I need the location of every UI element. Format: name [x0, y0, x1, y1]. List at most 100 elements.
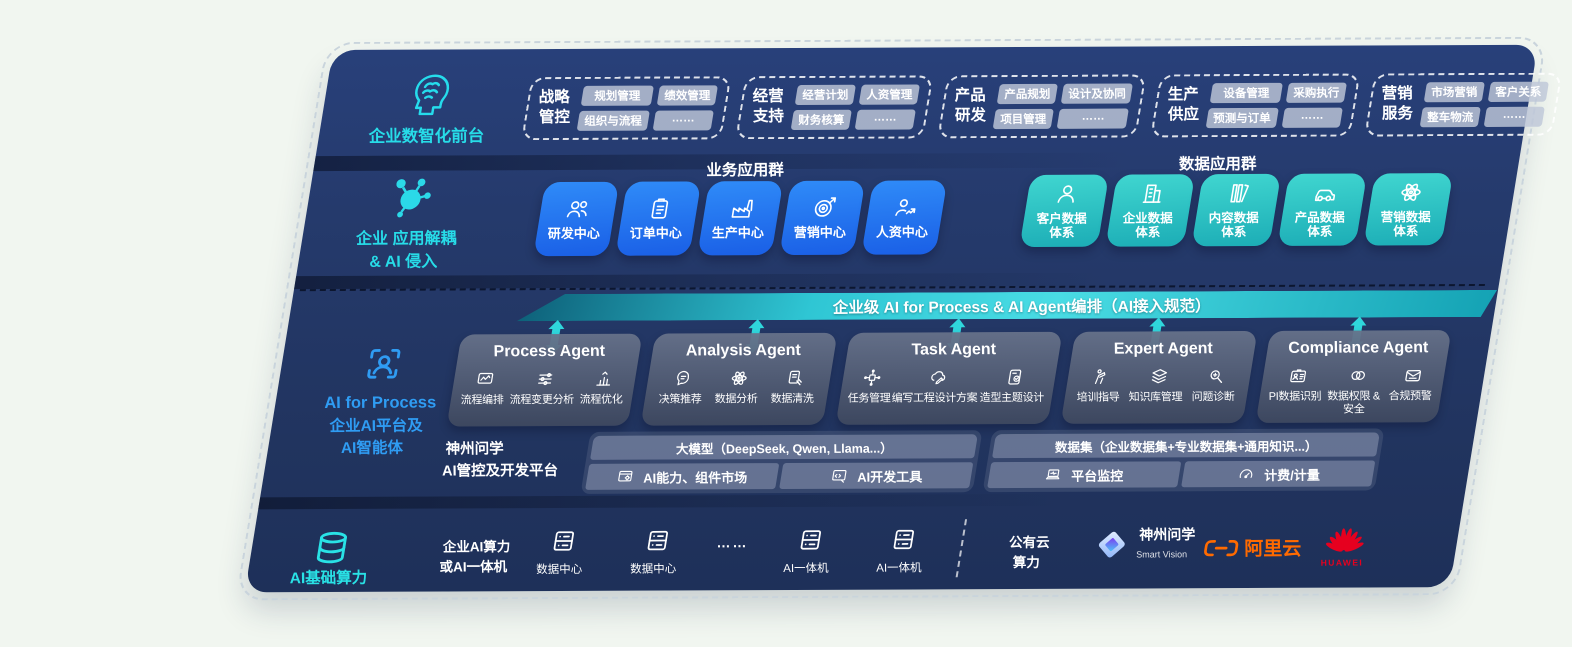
- marketing-target-icon: [809, 195, 839, 221]
- chip: 规划管理: [594, 90, 641, 103]
- customer-person-icon: [1052, 181, 1082, 207]
- tile-order-center: 订单中心: [615, 181, 702, 256]
- agent-item: 造型主题设计: [979, 367, 1049, 405]
- group-production-supply: 生产供应 设备管理 采购执行 预测与订单 ……: [1150, 73, 1360, 138]
- group-title: 产品研发: [954, 87, 986, 125]
- link-circles-icon: [1347, 365, 1370, 385]
- tile-content-data: 内容数据体系: [1191, 173, 1282, 247]
- group-title: 战略管控: [538, 89, 571, 127]
- agent-box-task: Task Agent 任务管理 编写工程设计方案 造型主题设计: [835, 331, 1063, 426]
- sliders-icon: [533, 369, 556, 389]
- tile-label: 营销中心: [793, 224, 846, 241]
- chip: 客户关系: [1494, 86, 1541, 99]
- alicloud-name: 阿里云: [1244, 538, 1302, 561]
- chip: 市场营销: [1430, 87, 1477, 100]
- tile-label: 客户数据体系: [1036, 211, 1087, 241]
- atom-icon: [728, 368, 751, 388]
- agent-item: 决策推荐: [658, 368, 707, 406]
- chip: 整车物流: [1426, 112, 1473, 125]
- production-factory-icon: [727, 195, 757, 221]
- magnifier-icon: [1205, 366, 1228, 386]
- tile-hr-center: 人资中心: [861, 180, 948, 255]
- laptop-pulse-icon: [1043, 466, 1064, 484]
- cell-dev-tools: AI开发工具: [779, 462, 974, 490]
- molecule-icon: [396, 178, 431, 218]
- agent-row: Process Agent 流程编排 流程变更分析 流程优化 Analysis …: [446, 330, 1452, 427]
- marketing-atom-icon: [1396, 179, 1426, 205]
- agent-box-process: Process Agent 流程编排 流程变更分析 流程优化: [446, 333, 643, 427]
- tile-label: 企业数据体系: [1122, 211, 1173, 241]
- gauge-icon: [1235, 465, 1256, 483]
- app-layer-label: 企业 应用解耦 & AI 侵入: [356, 230, 457, 272]
- agent-item: 流程优化: [578, 369, 627, 407]
- decision-chat-icon: [672, 368, 695, 388]
- tile-rd-center: 研发中心: [533, 181, 620, 257]
- tile-enterprise-data: 企业数据体系: [1105, 174, 1196, 247]
- face-scan-icon: [367, 348, 401, 379]
- model-panel: 大模型（DeepSeek, Qwen, Llama...） AI能力、组件市场 …: [580, 430, 983, 494]
- agent-item: PI数据识别: [1266, 366, 1327, 417]
- layer-divider-shadow: [313, 150, 1521, 172]
- server-icon: [642, 527, 675, 555]
- training-flag-icon: [1090, 367, 1113, 387]
- agent-item: 任务管理: [846, 368, 895, 406]
- partner-smartvision: 神州问学 Smart Vision: [1091, 526, 1197, 562]
- chip: 采购执行: [1292, 87, 1339, 100]
- tile-label: 研发中心: [547, 225, 600, 242]
- chip: 产品规划: [1003, 88, 1050, 102]
- group-product-rd: 产品研发 产品规划 设计及协同 项目管理 ……: [936, 74, 1147, 139]
- data-group-title: 数据应用群: [1179, 155, 1257, 174]
- tablet-check-icon: [1004, 367, 1027, 387]
- partner-alicloud: 阿里云: [1201, 534, 1303, 561]
- tile-label: 内容数据体系: [1208, 211, 1259, 240]
- huawei-logo-icon: [1326, 528, 1364, 552]
- chip: ……: [1300, 109, 1324, 122]
- tile-production-center: 生产中心: [697, 181, 784, 256]
- chip: ……: [671, 112, 695, 125]
- layer-divider-shadow: [258, 492, 1466, 510]
- cell-ai-market: AI能力、组件市场: [585, 463, 780, 490]
- agent-item: 数据分析: [713, 368, 762, 406]
- tile-customer-data: 客户数据体系: [1019, 174, 1110, 248]
- id-card-icon: [1287, 366, 1310, 386]
- cell-platform-monitor: 平台监控: [987, 461, 1182, 489]
- workflow-monitor-icon: [474, 369, 497, 389]
- infra-section-divider: [955, 519, 968, 578]
- smartvision-name: 神州问学: [1139, 526, 1196, 543]
- layers-icon: [1147, 366, 1170, 386]
- more-nodes-ellipsis: ……: [716, 534, 749, 551]
- chip: 组织与流程: [584, 115, 642, 128]
- hr-people-icon: [891, 194, 921, 220]
- agent-item: 培训指导: [1076, 367, 1125, 405]
- chip: 人资管理: [865, 89, 912, 102]
- rd-team-icon: [563, 196, 593, 222]
- cell-billing: 计费/计量: [1181, 460, 1376, 488]
- data-tiles: 客户数据体系 企业数据体系 内容数据体系 产品数据体系 营销数据体系: [1019, 173, 1454, 248]
- content-library-icon: [1224, 180, 1254, 206]
- chip: 项目管理: [999, 113, 1046, 127]
- chip: 财务核算: [797, 114, 844, 127]
- dataset-bar: 数据集（企业数据集+专业数据集+通用知识...）: [992, 432, 1380, 459]
- agent-box-analysis: Analysis Agent 决策推荐 数据分析 数据清洗: [640, 332, 838, 426]
- business-group-title: 业务应用群: [706, 162, 785, 180]
- chip: ……: [1081, 110, 1105, 123]
- platform-label: 神州问学 AI管控及开发平台: [442, 441, 559, 480]
- group-strategy: 战略管控 规划管理 绩效管理 组织与流程 ……: [521, 76, 731, 141]
- tile-product-data: 产品数据体系: [1277, 173, 1368, 246]
- chip: 设计及协同: [1067, 88, 1126, 101]
- chip: 预测与订单: [1213, 112, 1271, 126]
- group-marketing-service: 营销服务 市场营销 客户关系 整车物流 ……: [1363, 72, 1562, 137]
- chip: 设备管理: [1223, 87, 1270, 101]
- agent-item: 流程编排: [460, 369, 509, 407]
- alert-mail-icon: [1402, 365, 1425, 385]
- node-datacenter: 数据中心: [525, 527, 599, 577]
- server-icon: [888, 525, 921, 553]
- huawei-name: HUAWEI: [1320, 557, 1364, 568]
- business-tiles: 研发中心 订单中心 生产中心 营销中心 人资中心: [533, 180, 948, 257]
- architecture-panel: 企业数智化前台 战略管控 规划管理 绩效管理 组织与流程 …… 经营支持 经营计…: [244, 44, 1562, 593]
- infra-layer-label: AI基础算力: [289, 569, 368, 588]
- agent-item: 流程变更分析: [508, 369, 578, 407]
- tile-label: 订单中心: [629, 225, 682, 241]
- node-ai-appliance: AI一体机: [772, 526, 846, 576]
